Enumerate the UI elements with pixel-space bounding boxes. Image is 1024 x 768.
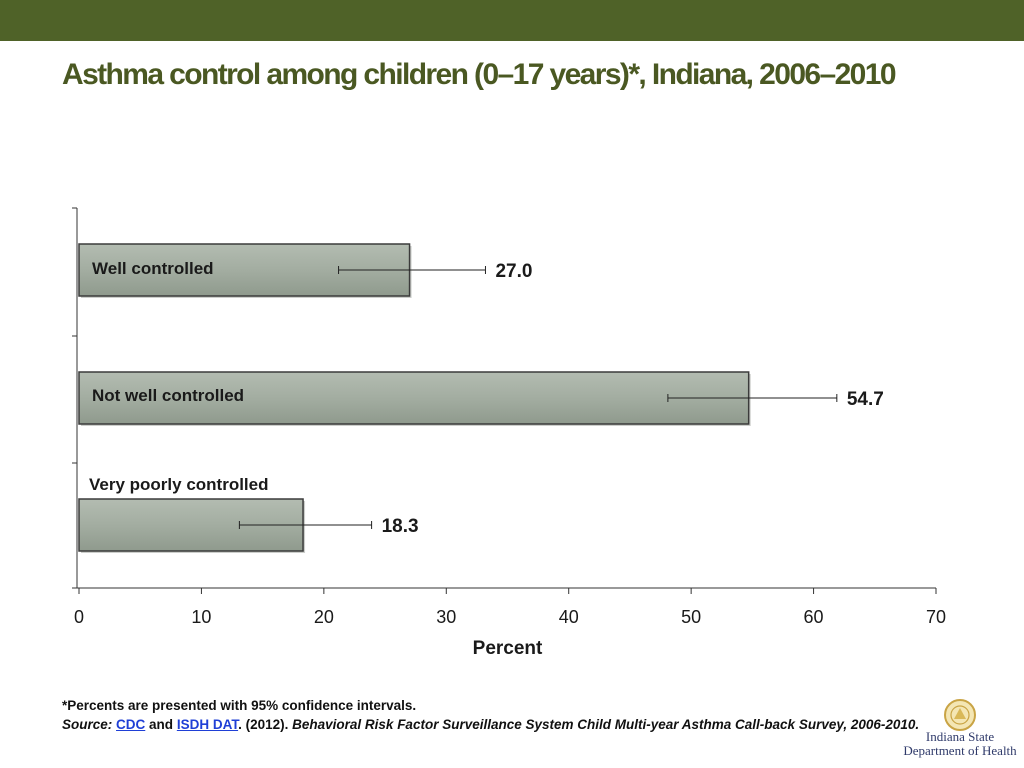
bar-1 bbox=[78, 371, 750, 425]
category-label-0: Well controlled bbox=[92, 259, 214, 278]
header-band bbox=[0, 0, 1024, 41]
value-label-2: 18.3 bbox=[382, 516, 419, 537]
source-label: Source: bbox=[62, 717, 113, 732]
x-tick-label-30: 30 bbox=[436, 607, 456, 627]
isdh-dat-link[interactable]: ISDH DAT bbox=[176, 717, 239, 732]
x-tick-label-10: 10 bbox=[191, 607, 211, 627]
bar-chart: 0 10 20 30 40 50 60 70 Percent 27.0 Well controlle… bbox=[72, 207, 946, 659]
source-and: and bbox=[149, 717, 174, 732]
logo-line-1: Indiana State bbox=[925, 729, 995, 744]
state-seal-icon bbox=[944, 699, 976, 731]
footnote: *Percents are presented with 95% confide… bbox=[62, 698, 417, 713]
category-label-1: Not well controlled bbox=[92, 386, 244, 405]
category-label-2: Very poorly controlled bbox=[89, 475, 269, 494]
logo-text: Indiana State Department of Health bbox=[900, 730, 1020, 758]
x-tick-label-20: 20 bbox=[314, 607, 334, 627]
x-tick-label-70: 70 bbox=[926, 607, 946, 627]
x-tick-label-0: 0 bbox=[74, 607, 84, 627]
isdh-logo: Indiana State Department of Health bbox=[900, 698, 1020, 760]
source-title: Behavioral Risk Factor Surveillance Syst… bbox=[292, 717, 916, 732]
value-label-1: 54.7 bbox=[847, 389, 884, 410]
x-tick-label-50: 50 bbox=[681, 607, 701, 627]
logo-line-2: Department of Health bbox=[903, 743, 1017, 758]
source-end: . bbox=[915, 717, 920, 732]
slide-title: Asthma control among children (0–17 year… bbox=[62, 58, 897, 91]
cdc-link[interactable]: CDC bbox=[116, 717, 146, 732]
x-axis-title: Percent bbox=[473, 638, 543, 659]
source-year: . (2012). bbox=[238, 717, 289, 732]
x-tick-label-60: 60 bbox=[804, 607, 824, 627]
source-citation: Source: CDC and ISDH DAT. (2012). Behavi… bbox=[62, 716, 944, 733]
value-label-0: 27.0 bbox=[495, 261, 532, 282]
x-tick-label-40: 40 bbox=[559, 607, 579, 627]
